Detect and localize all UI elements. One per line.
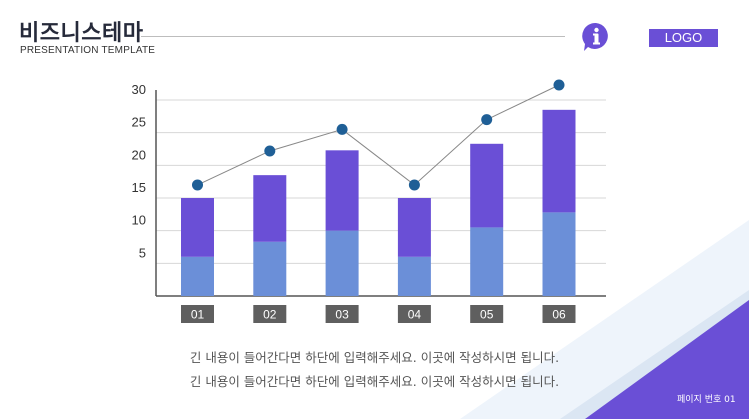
trend-point-05 [481, 114, 493, 126]
bar-upper-05 [470, 143, 504, 228]
trend-point-02 [264, 145, 276, 157]
info-icon[interactable] [581, 22, 611, 52]
y-tick-label: 20 [132, 147, 146, 162]
logo-button[interactable]: LOGO [649, 29, 718, 47]
category-label: 05 [480, 308, 494, 322]
category-label-bg [253, 305, 287, 323]
y-tick-label: 5 [139, 245, 146, 260]
category-label-bg [397, 305, 431, 323]
trend-point-01 [192, 179, 203, 191]
category-label-bg [542, 305, 576, 323]
category-label: 01 [191, 308, 205, 322]
bar-lower-05 [470, 227, 504, 296]
category-label-bg [325, 305, 359, 323]
bar-lower-01 [181, 256, 214, 296]
bar-lower-02 [253, 241, 287, 296]
category-label: 03 [335, 308, 349, 322]
page-title: 비즈니스테마 [19, 21, 144, 46]
bar-upper-06 [542, 109, 576, 213]
y-tick-label: 10 [132, 213, 146, 228]
description-line-1: 긴 내용이 들어간다면 하단에 입력해주세요. 이곳에 작성하시면 됩니다. [189, 350, 560, 365]
trend-line [197, 84, 560, 186]
bar-upper-01 [181, 198, 214, 257]
y-tick-label: 25 [132, 115, 146, 130]
category-label-bg [470, 305, 504, 323]
bar-lower-04 [397, 256, 431, 296]
bar-upper-02 [253, 175, 287, 242]
page-number: 페이지 번호 01 [677, 395, 736, 405]
trend-point-04 [408, 179, 420, 191]
category-label: 02 [263, 308, 277, 322]
page-subtitle: PRESENTATION TEMPLATE [20, 45, 156, 56]
trend-point-03 [336, 123, 348, 135]
description-line-2: 긴 내용이 들어간다면 하단에 입력해주세요. 이곳에 작성하시면 됩니다. [189, 374, 560, 389]
trend-point-06 [553, 79, 565, 91]
bar-lower-03 [325, 230, 359, 296]
bar-upper-04 [397, 198, 431, 257]
y-tick-label: 15 [132, 180, 146, 195]
category-label: 04 [408, 308, 422, 322]
category-label: 06 [552, 308, 566, 322]
bar-upper-03 [325, 150, 359, 231]
category-label-bg [181, 305, 214, 323]
y-tick-label: 30 [132, 82, 146, 97]
bar-lower-06 [542, 212, 576, 296]
header-divider [141, 36, 565, 37]
